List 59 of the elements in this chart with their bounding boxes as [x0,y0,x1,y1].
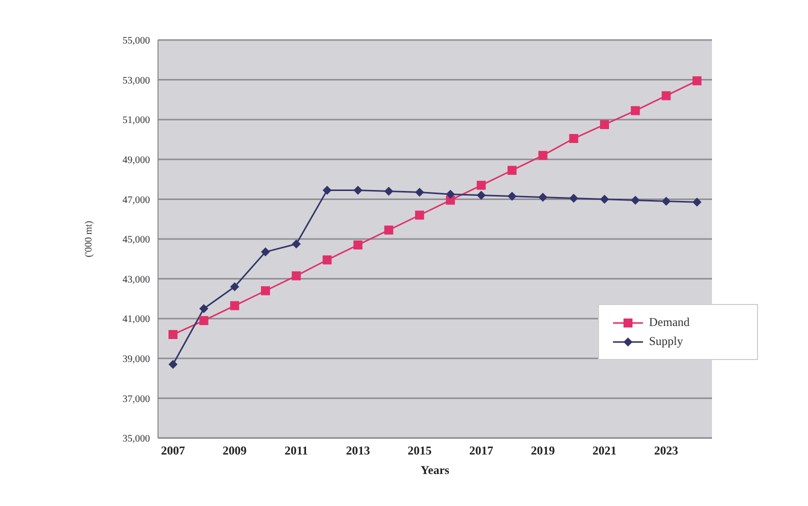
y-tick-label: 53,000 [122,75,150,86]
point [322,186,332,195]
point [600,120,610,130]
y-tick-label: 37,000 [122,394,150,405]
point [353,186,362,195]
point [384,226,394,235]
legend-label: Demand [649,315,690,330]
point [508,192,517,201]
x-tick-label: 2013 [346,444,370,458]
point [292,271,301,280]
y-tick-label: 39,000 [122,354,150,365]
y-tick-label: 43,000 [122,274,150,286]
x-axis-title: Years [420,463,450,477]
y-tick-label: 55,000 [122,36,150,47]
point [260,247,270,256]
point [538,150,548,160]
x-tick-label: 2007 [161,444,185,458]
x-tick-label: 2017 [469,444,494,458]
point [630,106,640,116]
point [199,304,208,314]
point [538,192,548,202]
x-tick-label: 2019 [530,444,555,458]
y-tick-label: 35,000 [122,434,150,445]
point [168,360,178,369]
point [476,190,486,200]
point [168,330,178,340]
point [600,194,610,204]
x-tick-label: 2015 [408,444,432,458]
point [415,210,424,220]
point [662,196,671,206]
point [384,186,394,196]
point [446,190,455,199]
point [692,76,702,86]
x-tick-label: 2011 [284,444,308,458]
point [353,240,362,250]
point [662,91,671,100]
point [260,286,270,296]
y-tick-label: 45,000 [122,234,150,246]
point [569,134,578,144]
x-tick-label: 2023 [654,444,678,458]
point [508,166,517,175]
point [415,188,424,197]
y-axis-title: ('000 mt) [84,220,95,258]
y-tick-label: 51,000 [122,115,150,126]
point [692,198,702,207]
point [322,255,332,264]
x-tick-label: 2021 [592,444,617,458]
y-tick-label: 41,000 [122,314,150,326]
x-tick-label: 2009 [222,444,247,458]
point [292,239,301,248]
point [630,196,640,205]
point [230,301,240,310]
point [199,316,208,326]
y-tick-label: 49,000 [122,154,150,166]
y-tick-label: 47,000 [122,194,150,206]
point [230,282,240,292]
legend-label: Supply [649,334,684,349]
point [476,180,486,190]
point [569,194,578,203]
